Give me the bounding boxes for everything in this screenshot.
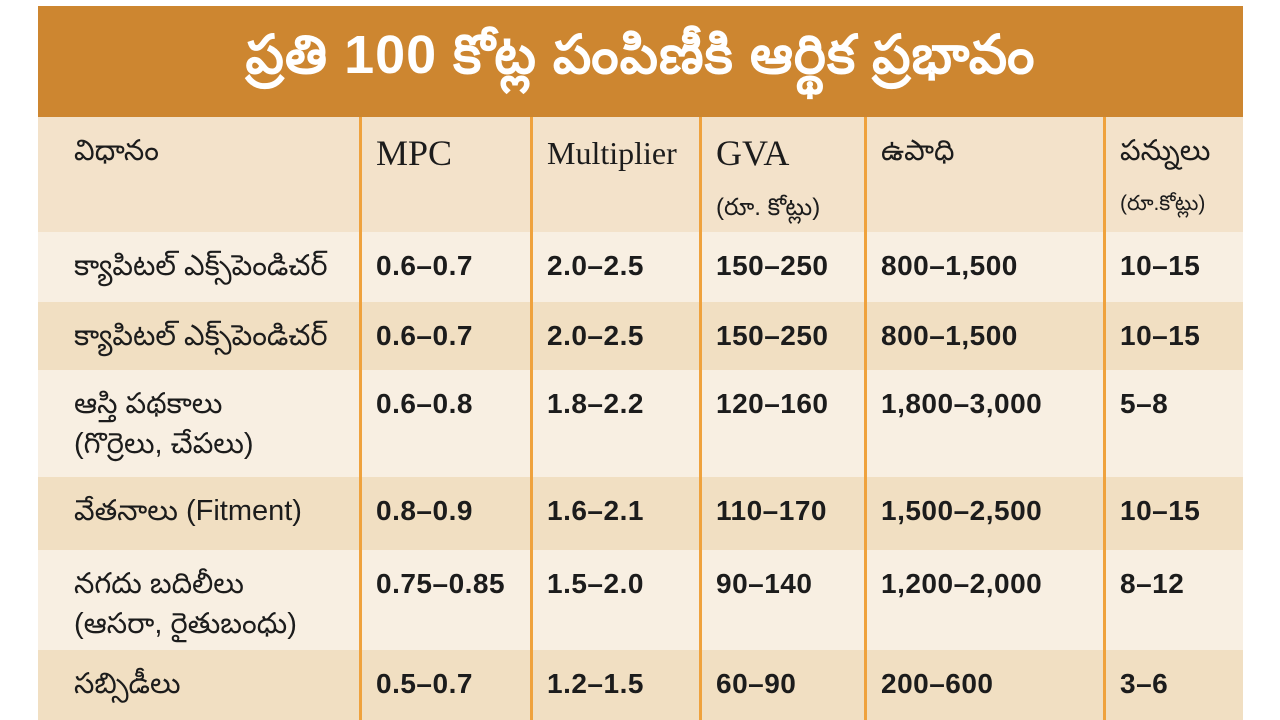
row1-method-line1: క్యాపిటల్ ఎక్స్‌పెండిచర్ (74, 250, 328, 282)
column-header-multiplier: Multiplier (533, 117, 702, 232)
row2-employment-cell: 800–1,500 (867, 302, 1106, 370)
row5-employment-cell: 1,200–2,000 (867, 550, 1106, 650)
row3-method-line1: ఆస్తి పథకాలు (74, 388, 223, 420)
row1-taxes-cell: 10–15 (1106, 232, 1243, 302)
row3-employment-cell: 1,800–3,000 (867, 370, 1106, 477)
row5-method-line1: నగదు బదిలీలు (74, 568, 244, 600)
row5-taxes-cell: 8–12 (1106, 550, 1243, 650)
row4-method-cell: వేతనాలు (Fitment) (38, 477, 362, 550)
row2-multiplier-cell: 2.0–2.5 (533, 302, 702, 370)
row4-taxes-cell: 10–15 (1106, 477, 1243, 550)
row2-gva-cell: 150–250 (702, 302, 867, 370)
column-header-gva-unit: (రూ. కోట్లు) (716, 194, 821, 221)
row6-employment-cell: 200–600 (867, 650, 1106, 720)
row2-method-cell: క్యాపిటల్ ఎక్స్‌పెండిచర్ (38, 302, 362, 370)
row3-mpc-cell: 0.6–0.8 (362, 370, 533, 477)
column-header-taxes-unit: (రూ.కోట్లు) (1120, 192, 1206, 215)
row4-multiplier-cell: 1.6–2.1 (533, 477, 702, 550)
row1-multiplier-cell: 2.0–2.5 (533, 232, 702, 302)
title-banner: ప్రతి 100 కోట్ల పంపిణీకి ఆర్థిక ప్రభావం (38, 6, 1243, 117)
column-header-taxes-label: పన్నులు (1120, 135, 1211, 167)
row5-method-line2: (ఆసరా, రైతుబంధు) (74, 608, 297, 640)
row6-multiplier-cell: 1.2–1.5 (533, 650, 702, 720)
row5-multiplier-cell: 1.5–2.0 (533, 550, 702, 650)
row1-mpc-cell: 0.6–0.7 (362, 232, 533, 302)
row4-gva-cell: 110–170 (702, 477, 867, 550)
column-header-mpc: MPC (362, 117, 533, 232)
column-header-employment: ఉపాధి (867, 117, 1106, 232)
row6-gva-cell: 60–90 (702, 650, 867, 720)
row3-multiplier-cell: 1.8–2.2 (533, 370, 702, 477)
row2-taxes-cell: 10–15 (1106, 302, 1243, 370)
row1-gva-cell: 150–250 (702, 232, 867, 302)
row6-taxes-cell: 3–6 (1106, 650, 1243, 720)
row3-gva-cell: 120–160 (702, 370, 867, 477)
row1-employment-cell: 800–1,500 (867, 232, 1106, 302)
row5-gva-cell: 90–140 (702, 550, 867, 650)
row2-method-line1: క్యాపిటల్ ఎక్స్‌పెండిచర్ (74, 320, 328, 352)
row4-method-line1: వేతనాలు (Fitment) (74, 495, 302, 527)
row2-mpc-cell: 0.6–0.7 (362, 302, 533, 370)
row1-method-cell: క్యాపిటల్ ఎక్స్‌పెండిచర్ (38, 232, 362, 302)
row6-mpc-cell: 0.5–0.7 (362, 650, 533, 720)
column-header-gva-label: GVA (716, 133, 790, 173)
row3-method-line2: (గొర్రెలు, చేపలు) (74, 428, 254, 460)
page-title: ప్రతి 100 కోట్ల పంపిణీకి ఆర్థిక ప్రభావం (245, 24, 1036, 85)
row5-method-cell: నగదు బదిలీలు (ఆసరా, రైతుబంధు) (38, 550, 362, 650)
row4-mpc-cell: 0.8–0.9 (362, 477, 533, 550)
column-header-method: విధానం (38, 117, 362, 232)
data-table: విధానం MPC Multiplier GVA (రూ. కోట్లు) ఉ… (38, 117, 1243, 720)
column-header-taxes: పన్నులు (రూ.కోట్లు) (1106, 117, 1243, 232)
row4-employment-cell: 1,500–2,500 (867, 477, 1106, 550)
column-header-gva: GVA (రూ. కోట్లు) (702, 117, 867, 232)
row6-method-cell: సబ్సిడీలు (38, 650, 362, 720)
row3-taxes-cell: 5–8 (1106, 370, 1243, 477)
row6-method-line1: సబ్సిడీలు (74, 668, 181, 700)
row3-method-cell: ఆస్తి పథకాలు (గొర్రెలు, చేపలు) (38, 370, 362, 477)
row5-mpc-cell: 0.75–0.85 (362, 550, 533, 650)
